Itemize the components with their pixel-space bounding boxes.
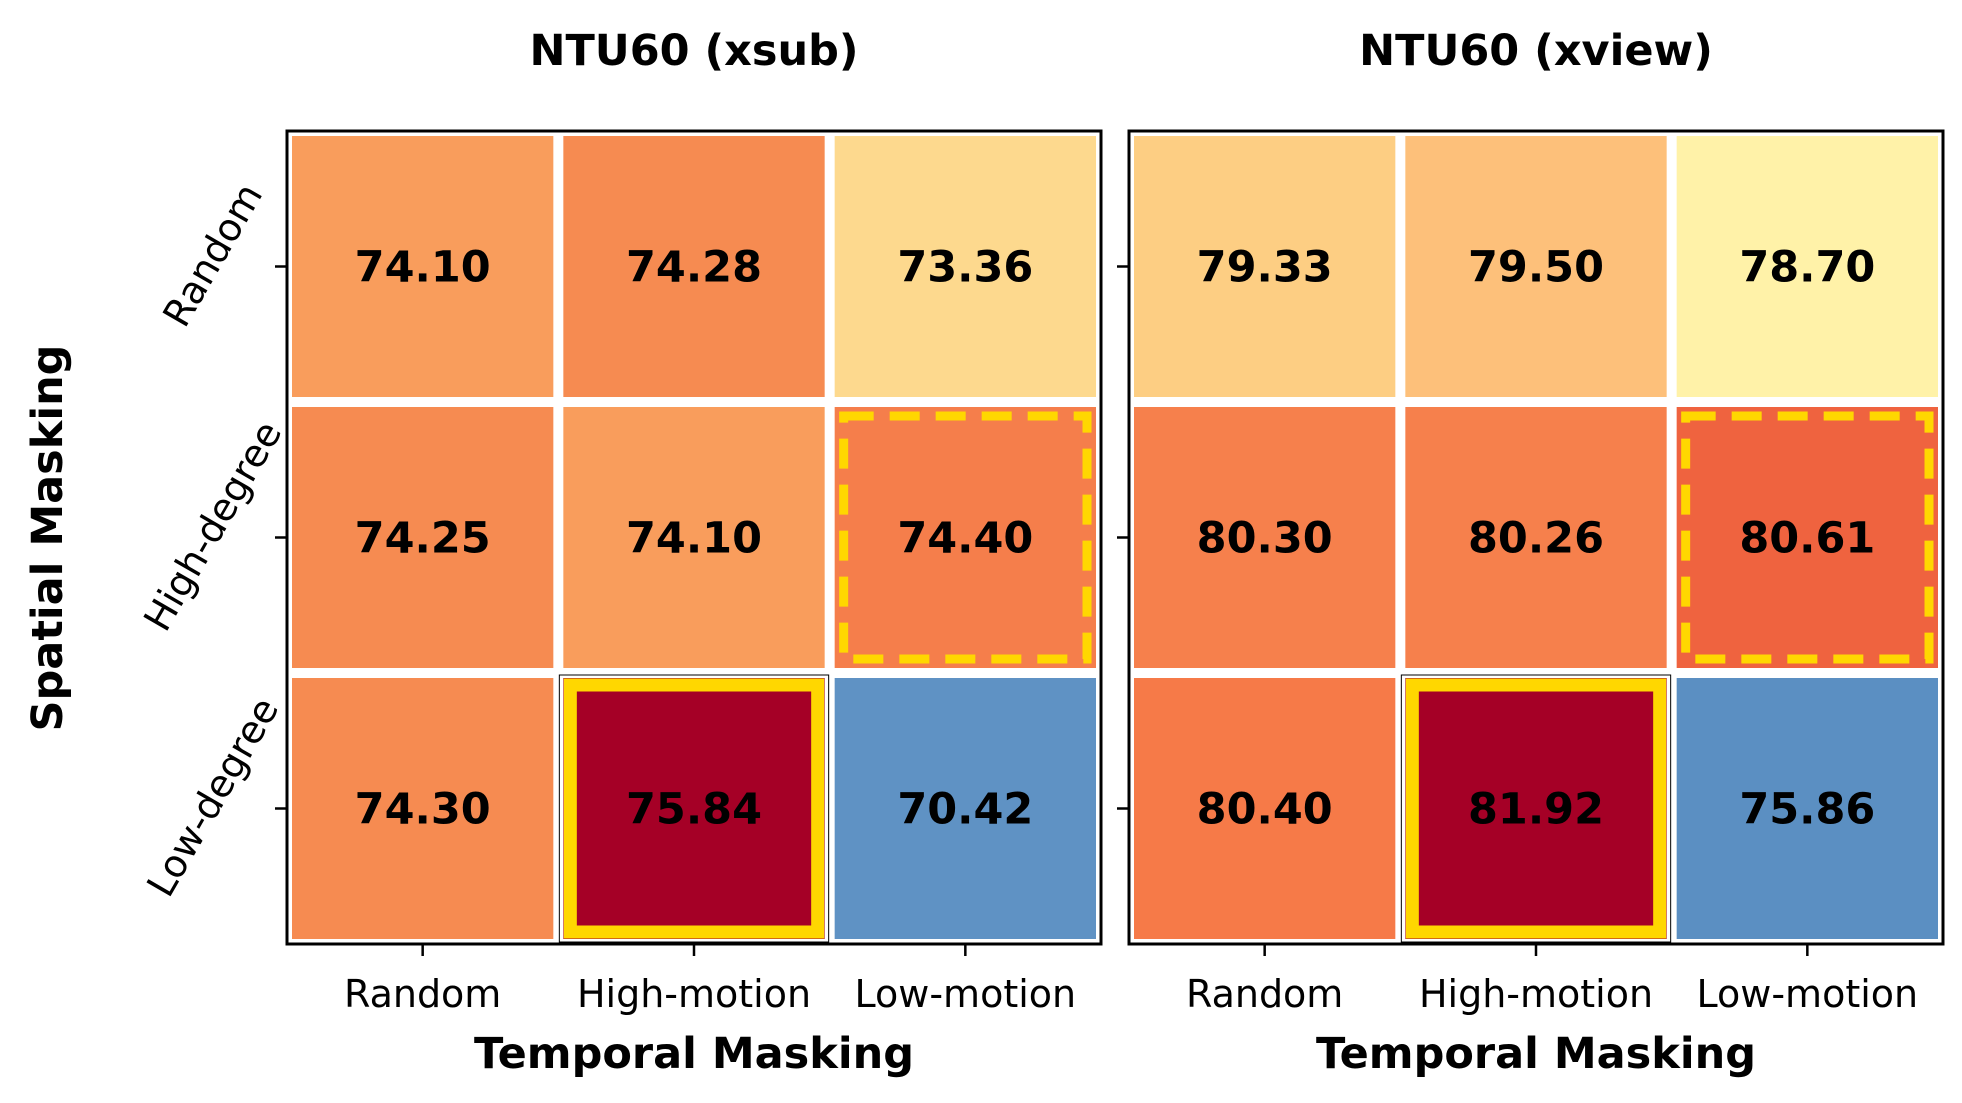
cell-value-label: 74.10	[626, 514, 762, 564]
heatmap-cell	[563, 407, 825, 668]
heatmap-panel-xsub: NTU60 (xsub) 74.10 74.28 73.36 74.25 74.10 74.…	[135, 26, 1103, 1079]
cell-value-label: 75.84	[626, 785, 762, 835]
heatmap-cell	[1405, 407, 1667, 668]
highlight-outline	[1400, 674, 1672, 943]
cell-value-label: 74.10	[355, 243, 491, 293]
heatmap-cell	[1676, 136, 1938, 397]
cell-value-label: 74.25	[355, 514, 491, 564]
cell-value-label: 74.40	[897, 514, 1033, 564]
x-tick-label: High-motion	[1419, 972, 1653, 1016]
heatmap-cell	[1134, 407, 1396, 668]
heatmap-cell	[292, 407, 554, 668]
cell-value-label: 79.33	[1197, 243, 1333, 293]
heatmap-cell	[292, 136, 554, 397]
chart-title-xview: NTU60 (xview)	[1359, 26, 1713, 76]
highlight-outline	[558, 674, 830, 943]
x-axis-label: Temporal Masking	[474, 1029, 914, 1079]
x-axis-label: Temporal Masking	[1316, 1029, 1756, 1079]
heatmap-cell	[1134, 136, 1396, 397]
cell-value-label: 70.42	[897, 785, 1033, 835]
x-tick-label: Low-motion	[855, 972, 1077, 1016]
heatmap-cell	[834, 678, 1096, 939]
x-tick-label: Random	[1186, 972, 1343, 1016]
cell-value-label: 78.70	[1739, 243, 1875, 293]
x-tick-label: Low-motion	[1697, 972, 1919, 1016]
heatmap-cell	[563, 678, 825, 939]
y-tick-label: Low-degree	[138, 690, 287, 904]
cell-value-label: 80.30	[1197, 514, 1333, 564]
cell-value-label: 75.86	[1739, 785, 1875, 835]
highlight-dashed-box	[839, 411, 1092, 664]
cell-value-label: 74.28	[626, 243, 762, 293]
heatmap-cell	[834, 136, 1096, 397]
heatmap-cell	[834, 407, 1096, 668]
y-axis-label: Spatial Masking	[23, 345, 73, 732]
highlight-solid-box	[563, 678, 825, 939]
cell-value-label: 80.26	[1468, 514, 1604, 564]
y-tick-label: Random	[154, 176, 271, 334]
heatmap-cell	[1405, 678, 1667, 939]
heatmap-cell	[1405, 136, 1667, 397]
heatmap-cell	[1134, 678, 1396, 939]
cell-value-label: 81.92	[1468, 785, 1604, 835]
y-tick-label: High-degree	[135, 414, 290, 639]
heatmap-cell	[1676, 678, 1938, 939]
cell-value-label: 80.40	[1197, 785, 1333, 835]
cell-value-label: 79.50	[1468, 243, 1604, 293]
heatmap-panel-xview: NTU60 (xview) 79.33 79.50 78.70 80.30 80.26 80…	[1117, 26, 1945, 1079]
x-tick-label: High-motion	[577, 972, 811, 1016]
cell-value-label: 74.30	[355, 785, 491, 835]
chart-title-xsub: NTU60 (xsub)	[529, 26, 858, 76]
x-tick-label: Random	[344, 972, 501, 1016]
heatmap-cell	[292, 678, 554, 939]
cell-value-label: 73.36	[897, 243, 1033, 293]
heatmap-cell	[1676, 407, 1938, 668]
heatmap-cell	[563, 136, 825, 397]
highlight-dashed-box	[1681, 411, 1934, 664]
highlight-solid-box	[1405, 678, 1667, 939]
cell-value-label: 80.61	[1739, 514, 1875, 564]
